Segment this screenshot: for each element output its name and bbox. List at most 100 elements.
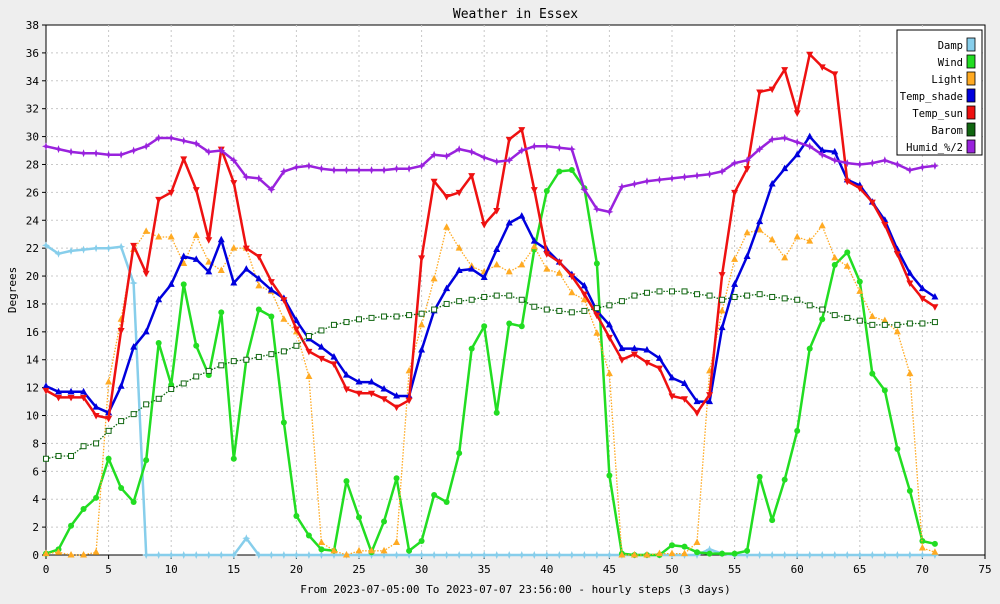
point-temp-sun xyxy=(405,397,413,405)
point-temp-shade xyxy=(793,150,801,158)
point-barom xyxy=(643,289,650,296)
point-humid-2 xyxy=(355,166,363,175)
point-humid-2 xyxy=(743,156,752,165)
point-temp-shade xyxy=(806,132,814,140)
point-barom xyxy=(293,342,300,349)
point-barom xyxy=(606,302,613,309)
point-light xyxy=(330,546,338,554)
point-wind xyxy=(493,409,500,416)
point-temp-shade xyxy=(818,146,826,154)
point-barom xyxy=(456,298,463,305)
point-temp-shade xyxy=(605,320,613,328)
point-barom xyxy=(618,298,625,305)
point-barom xyxy=(869,321,876,328)
point-barom xyxy=(93,440,100,447)
y-tick-label: 32 xyxy=(26,103,39,116)
point-damp xyxy=(292,551,301,559)
point-wind xyxy=(568,167,575,174)
series-light xyxy=(42,221,939,558)
point-light xyxy=(555,269,563,276)
point-barom xyxy=(43,455,49,462)
point-damp xyxy=(768,551,777,559)
point-humid-2 xyxy=(843,159,852,168)
point-damp xyxy=(167,551,176,559)
point-temp-shade xyxy=(643,345,651,353)
point-damp xyxy=(780,551,789,559)
point-damp xyxy=(392,551,401,559)
point-temp-sun xyxy=(267,279,275,286)
y-tick-label: 34 xyxy=(26,75,40,88)
y-axis-label: Degrees xyxy=(6,267,19,313)
point-damp xyxy=(54,249,63,258)
point-wind xyxy=(681,543,688,550)
y-tick-label: 18 xyxy=(26,298,39,311)
point-humid-2 xyxy=(405,164,414,173)
point-humid-2 xyxy=(442,152,451,161)
point-wind xyxy=(130,499,137,505)
point-wind xyxy=(255,306,262,313)
point-wind xyxy=(230,455,237,462)
legend-label: Light xyxy=(931,74,963,86)
point-light xyxy=(317,538,325,545)
point-humid-2 xyxy=(254,174,263,183)
legend-label: Temp_shade xyxy=(900,91,963,103)
point-temp-shade xyxy=(580,281,588,289)
y-tick-label: 4 xyxy=(32,493,39,506)
point-barom xyxy=(844,314,851,321)
point-humid-2 xyxy=(92,149,101,158)
point-barom xyxy=(631,292,638,299)
point-barom xyxy=(230,358,237,365)
point-barom xyxy=(806,302,813,309)
point-humid-2 xyxy=(42,142,50,151)
point-temp-sun xyxy=(455,189,463,197)
point-temp-sun xyxy=(643,360,651,367)
point-barom xyxy=(243,356,250,363)
point-light xyxy=(55,548,63,555)
point-humid-2 xyxy=(204,147,213,156)
point-barom xyxy=(593,305,600,312)
point-wind xyxy=(155,340,162,346)
point-damp xyxy=(905,551,914,559)
point-light xyxy=(67,551,75,558)
point-humid-2 xyxy=(167,134,176,142)
point-light xyxy=(430,274,438,282)
x-tick-label: 25 xyxy=(352,563,365,576)
series-humid-2 xyxy=(42,134,939,216)
point-humid-2 xyxy=(880,156,889,165)
point-damp xyxy=(204,551,213,559)
point-humid-2 xyxy=(330,166,338,175)
point-damp xyxy=(567,551,576,559)
point-barom xyxy=(731,293,738,300)
point-humid-2 xyxy=(480,153,489,162)
point-humid-2 xyxy=(530,142,539,151)
x-tick-label: 60 xyxy=(791,563,804,576)
point-wind xyxy=(694,549,701,556)
point-wind xyxy=(118,485,125,492)
point-wind xyxy=(881,387,888,394)
point-wind xyxy=(669,542,675,549)
point-wind xyxy=(343,478,350,485)
point-humid-2 xyxy=(855,160,864,169)
point-temp-shade xyxy=(117,382,125,389)
point-light xyxy=(881,316,889,324)
point-temp-shade xyxy=(655,354,663,361)
point-humid-2 xyxy=(455,145,464,154)
point-barom xyxy=(218,362,225,369)
point-light xyxy=(918,544,926,551)
point-barom xyxy=(155,395,162,402)
point-temp-sun xyxy=(167,189,175,197)
point-wind xyxy=(706,550,713,557)
point-temp-sun xyxy=(480,221,488,229)
point-temp-sun xyxy=(918,295,926,303)
x-tick-label: 5 xyxy=(105,563,112,576)
point-temp-shade xyxy=(242,265,250,272)
point-temp-shade xyxy=(768,180,776,187)
point-temp-sun xyxy=(230,180,238,187)
point-humid-2 xyxy=(217,146,226,155)
point-humid-2 xyxy=(192,139,201,148)
point-temp-sun xyxy=(418,255,426,262)
point-humid-2 xyxy=(380,166,388,175)
point-light xyxy=(843,262,851,269)
